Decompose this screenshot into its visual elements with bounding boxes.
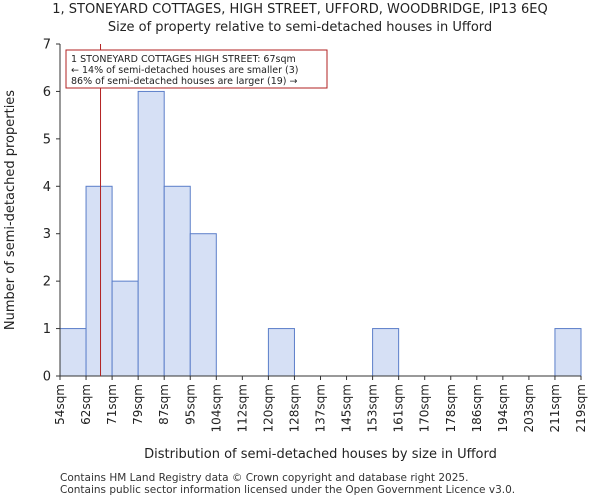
y-tick-label: 5	[43, 132, 51, 147]
x-tick-label: 137sqm	[314, 384, 328, 432]
x-tick-label: 95sqm	[183, 384, 197, 425]
annotation-box	[65, 49, 328, 89]
x-axis-label: Distribution of semi-detached houses by …	[144, 447, 497, 462]
y-tick-label: 1	[43, 322, 51, 337]
x-tick-label: 112sqm	[235, 384, 249, 432]
histogram-bar	[554, 328, 582, 377]
y-axis-label: Number of semi-detached properties	[3, 90, 18, 330]
x-tick-label: 145sqm	[340, 384, 354, 432]
x-tick-label: 120sqm	[261, 384, 275, 432]
chart-subtitle: Size of property relative to semi-detach…	[107, 20, 493, 35]
annotation-line: ← 14% of semi-detached houses are smalle…	[71, 65, 299, 76]
y-tick-label: 7	[43, 38, 51, 53]
y-tick-label: 3	[43, 227, 51, 242]
x-tick-label: 54sqm	[53, 384, 67, 425]
x-tick-label: 153sqm	[366, 384, 380, 432]
x-tick-label: 62sqm	[79, 384, 93, 425]
x-tick-label: 170sqm	[418, 384, 432, 432]
x-tick-label: 203sqm	[522, 384, 536, 432]
x-tick-label: 219sqm	[574, 384, 588, 432]
x-tick-label: 194sqm	[496, 384, 510, 432]
footer-line-1: Contains HM Land Registry data © Crown c…	[60, 472, 469, 484]
x-tick-label: 87sqm	[157, 384, 171, 425]
histogram-bar	[59, 328, 87, 377]
histogram-bar	[85, 185, 113, 377]
x-tick-label: 79sqm	[131, 384, 145, 425]
histogram-bar	[137, 90, 165, 377]
annotation-line: 1 STONEYARD COTTAGES HIGH STREET: 67sqm	[71, 54, 296, 65]
y-tick-label: 2	[43, 275, 51, 290]
histogram-bar	[372, 328, 400, 377]
x-tick-label: 211sqm	[548, 384, 562, 432]
x-tick-label: 71sqm	[105, 384, 119, 425]
histogram-bar	[163, 185, 191, 377]
y-tick-label: 4	[43, 180, 51, 195]
annotation-line: 86% of semi-detached houses are larger (…	[71, 76, 298, 87]
y-tick-label: 0	[43, 370, 51, 385]
chart-title: 1, STONEYARD COTTAGES, HIGH STREET, UFFO…	[52, 2, 548, 17]
histogram-bar	[267, 328, 295, 377]
x-tick-label: 104sqm	[209, 384, 223, 432]
x-tick-label: 178sqm	[444, 384, 458, 432]
x-tick-label: 161sqm	[392, 384, 406, 432]
footer: Contains HM Land Registry data © Crown c…	[60, 472, 515, 496]
histogram-bar	[189, 233, 217, 377]
footer-line-2: Contains public sector information licen…	[60, 484, 516, 496]
y-tick-label: 6	[43, 85, 51, 100]
histogram-bar	[111, 280, 139, 377]
x-tick-label: 186sqm	[470, 384, 484, 432]
x-tick-label: 128sqm	[287, 384, 301, 432]
